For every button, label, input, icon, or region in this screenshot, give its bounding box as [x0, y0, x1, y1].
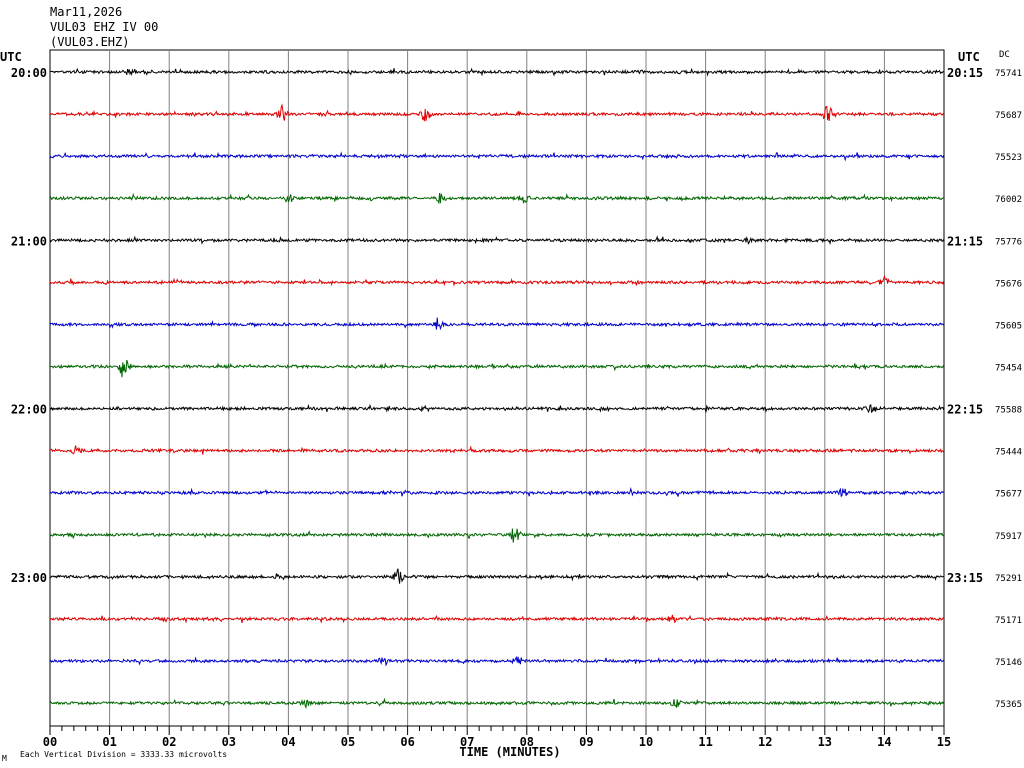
trace-line-5: [49, 235, 945, 246]
x-tick-label: 07: [460, 735, 474, 749]
trace-line-12: [49, 528, 944, 543]
x-axis: 00 01 02 03 04 05 06 07 08 09 10 11 12 13 14 15: [43, 725, 951, 749]
dc-value-label: 75741: [995, 69, 1022, 79]
right-hour-label: 20:15: [947, 66, 983, 80]
x-tick-label: 15: [937, 735, 951, 749]
trace-line-14: [49, 614, 944, 624]
header-station: VUL03 EHZ IV 00: [50, 20, 158, 34]
dc-value-label: 76002: [995, 195, 1022, 205]
dc-value-label: 75146: [995, 658, 1022, 668]
left-hour-label: 21:00: [11, 234, 47, 248]
right-hour-label: 21:15: [947, 234, 983, 248]
left-utc-label: UTC: [0, 50, 22, 64]
seismic-traces: [49, 67, 945, 710]
dc-value-label: 75588: [995, 406, 1022, 416]
dc-value-label: 75676: [995, 279, 1022, 289]
trace-line-6: [49, 274, 945, 287]
trace-line-11: [49, 486, 944, 498]
left-hour-label: 22:00: [11, 403, 47, 417]
dc-value-label: 75687: [995, 111, 1022, 121]
dc-value-label: 75677: [995, 490, 1022, 500]
plot-frame: [49, 49, 945, 727]
x-tick-label: 11: [698, 735, 712, 749]
trace-line-3: [49, 151, 945, 162]
trace-line-16: [49, 697, 945, 710]
dc-value-label: 75454: [995, 363, 1022, 373]
trace-line-4: [49, 192, 944, 205]
trace-line-9: [49, 403, 945, 414]
right-hour-label: 22:15: [947, 403, 983, 417]
x-tick-label: 10: [639, 735, 653, 749]
dc-value-label: 75291: [995, 574, 1022, 584]
trace-line-13: [49, 568, 944, 584]
header-channel: (VUL03.EHZ): [50, 35, 129, 49]
x-tick-label: 00: [43, 735, 57, 749]
trace-line-15: [49, 655, 944, 667]
trace-line-8: [49, 359, 945, 378]
x-tick-label: 02: [162, 735, 176, 749]
dc-value-labels: 75741 75687 75523 76002 75776 75676 75605 75454…: [995, 69, 1022, 710]
dc-header-label: DC: [999, 50, 1010, 60]
x-tick-label: 09: [579, 735, 593, 749]
x-tick-label: 14: [877, 735, 891, 749]
trace-line-10: [49, 445, 944, 455]
dc-value-label: 75776: [995, 237, 1022, 247]
x-tick-label: 05: [341, 735, 355, 749]
dc-value-label: 75605: [995, 321, 1022, 331]
x-tick-label: 06: [400, 735, 414, 749]
x-tick-label: 13: [818, 735, 832, 749]
vertical-division-note: Each Vertical Division = 3333.33 microvo…: [20, 750, 227, 759]
hour-labels: 20:00 21:00 22:00 23:00 20:15 21:15 22:15 23:15: [11, 66, 983, 585]
dc-value-label: 75171: [995, 616, 1022, 626]
x-tick-label: 04: [281, 735, 295, 749]
right-hour-label: 23:15: [947, 571, 983, 585]
x-tick-label: 01: [102, 735, 116, 749]
header-date: Mar11,2026: [50, 5, 122, 19]
trace-line-2: [49, 103, 944, 122]
trace-line-1: [49, 67, 944, 77]
x-tick-label: 03: [222, 735, 236, 749]
dc-value-label: 75444: [995, 448, 1022, 458]
left-hour-label: 23:00: [11, 571, 47, 585]
x-axis-title: TIME (MINUTES): [459, 745, 560, 759]
dc-value-label: 75917: [995, 532, 1022, 542]
right-utc-label: UTC: [958, 50, 980, 64]
corner-mark: M: [2, 754, 7, 763]
dc-value-label: 75365: [995, 700, 1022, 710]
x-tick-label: 08: [520, 735, 534, 749]
trace-line-7: [49, 317, 944, 331]
left-hour-label: 20:00: [11, 66, 47, 80]
dc-value-label: 75523: [995, 153, 1022, 163]
minute-grid: [109, 50, 885, 726]
x-tick-label: 12: [758, 735, 772, 749]
